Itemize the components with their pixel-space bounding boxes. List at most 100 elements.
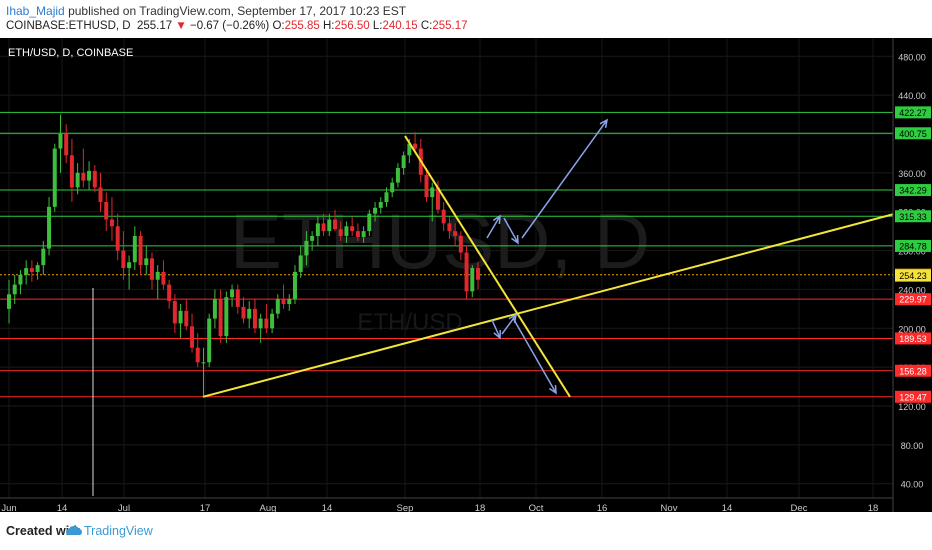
candle-body <box>407 143 412 156</box>
x-tick-label: Sep <box>397 503 414 512</box>
candle-body <box>64 134 69 156</box>
level-label-box <box>895 269 931 282</box>
candle-body <box>47 206 52 249</box>
publish-info: published on TradingView.com, September … <box>68 4 407 18</box>
candle-body <box>298 255 303 272</box>
x-tick-label: 18 <box>475 503 486 512</box>
down-arrow-small <box>503 217 519 244</box>
low-label: L: <box>372 20 383 32</box>
x-tick-label: 17 <box>200 503 211 512</box>
grid-lines <box>0 38 893 498</box>
candle-body <box>207 318 212 363</box>
candle-body <box>224 297 229 337</box>
support-trend-line <box>202 213 894 398</box>
candle-body <box>81 172 86 181</box>
level-label: 254.23 <box>899 271 927 281</box>
candle-body <box>453 231 458 236</box>
candle-body <box>476 268 480 280</box>
ohlc-line: COINBASE:ETHUSD, D 255.17 ▼ −0.67 (−0.26… <box>6 20 468 32</box>
level-label-box <box>895 184 931 197</box>
author-link[interactable]: Ihab_Majid <box>6 4 65 18</box>
candle-body <box>138 236 143 266</box>
bearish-target-arrow-head <box>548 384 557 395</box>
candle-body <box>75 172 80 188</box>
candle-body <box>333 219 338 230</box>
candle-body <box>121 250 126 269</box>
chart-header: Ihab_Majid published on TradingView.com,… <box>0 0 932 38</box>
candle-body <box>167 284 172 302</box>
candle-body <box>132 236 137 263</box>
level-label: 129.47 <box>899 392 927 402</box>
candle-body <box>264 318 269 329</box>
candle-body <box>270 313 275 329</box>
candle-body <box>127 262 132 269</box>
y-tick-label: 80.00 <box>901 441 924 451</box>
candle-body <box>35 265 40 272</box>
level-label-box <box>895 127 931 140</box>
candle-body <box>115 226 120 251</box>
candle-body <box>275 299 280 314</box>
price-chart[interactable]: ETHUSD, D ETH/USD 40.0080.00120.00160.00… <box>0 38 932 512</box>
level-label: 229.97 <box>899 295 927 305</box>
candle-body <box>458 236 463 253</box>
candle-body <box>395 168 400 183</box>
created-with-label: Created with <box>6 524 82 538</box>
candle-body <box>258 318 263 329</box>
candle-body <box>390 182 395 193</box>
level-label-box <box>895 239 931 252</box>
down-arrow-small-head <box>511 234 519 245</box>
candle-body <box>464 252 469 292</box>
x-tick-label: Nov <box>661 503 678 512</box>
candle-body <box>98 187 103 202</box>
candle-body <box>315 223 320 236</box>
symbol-label: COINBASE:ETHUSD, D <box>6 20 131 32</box>
candles <box>7 114 480 496</box>
candle-body <box>304 240 309 256</box>
candle-body <box>252 308 257 329</box>
y-tick-label: 240.00 <box>898 285 926 295</box>
candle-body <box>24 268 29 275</box>
candle-body <box>104 202 109 220</box>
watermark: ETHUSD, D <box>230 197 650 285</box>
candle-body <box>29 268 34 272</box>
y-tick-label: 360.00 <box>898 169 926 179</box>
candle-body <box>109 219 114 227</box>
candle-body <box>384 192 389 202</box>
candle-body <box>338 229 343 236</box>
level-label: 342.29 <box>899 186 927 196</box>
level-label-box <box>895 106 931 119</box>
candle-body <box>367 213 372 232</box>
publish-line: Ihab_Majid published on TradingView.com,… <box>6 4 406 18</box>
level-label-box <box>895 332 931 345</box>
candle-body <box>424 174 429 198</box>
candle-body <box>52 148 57 207</box>
up-arrow-small <box>486 215 501 239</box>
candle-body <box>178 310 183 324</box>
y-axis-level-labels: 422.27400.75342.29315.33284.78255.17254.… <box>895 106 931 403</box>
low-value: 240.15 <box>382 20 418 32</box>
chart-title: ETH/USD, D, COINBASE <box>8 47 133 59</box>
bullish-target-arrow-head <box>599 118 609 129</box>
candle-body <box>18 274 23 285</box>
tradingview-link[interactable]: TradingView <box>84 524 153 538</box>
up-arrow-small-head <box>492 214 501 225</box>
candle-body <box>212 299 217 319</box>
level-label: 400.75 <box>899 129 927 139</box>
candle-body <box>235 289 240 307</box>
high-label: H: <box>323 20 335 32</box>
y-tick-label: 200.00 <box>898 324 926 334</box>
candle-body <box>447 223 452 232</box>
open-label: O: <box>272 20 285 32</box>
candle-body <box>161 271 166 285</box>
x-tick-label: 16 <box>597 503 608 512</box>
x-tick-label: Dec <box>791 503 808 512</box>
bearish-target-arrow <box>512 317 557 394</box>
candle-body <box>201 362 206 364</box>
x-tick-label: Oct <box>529 503 544 512</box>
candle-body <box>287 299 292 304</box>
level-label: 315.33 <box>899 212 927 222</box>
level-label: 189.53 <box>899 334 927 344</box>
candle-body <box>218 299 223 337</box>
y-tick-label: 440.00 <box>898 91 926 101</box>
level-label-box <box>895 293 931 306</box>
